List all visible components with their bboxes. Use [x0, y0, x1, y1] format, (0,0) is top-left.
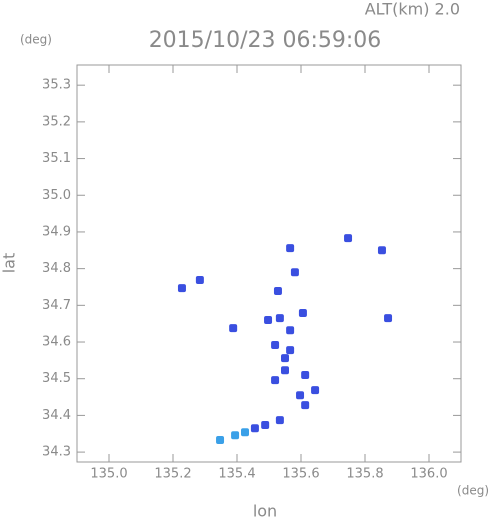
echo	[261, 420, 270, 429]
y-tick-label: 34.7	[42, 298, 71, 313]
echo	[344, 234, 353, 243]
echo	[281, 366, 289, 375]
y-tick-label: 34.5	[42, 371, 71, 386]
y-tick-label: 35.0	[42, 188, 71, 203]
echo	[286, 326, 295, 335]
y-axis-label: lat	[0, 253, 19, 274]
x-unit: (deg)	[457, 484, 489, 498]
echo	[273, 287, 282, 296]
echo	[275, 314, 284, 323]
echo	[177, 284, 186, 293]
y-tick-label: 35.2	[42, 114, 71, 129]
echo	[296, 391, 305, 400]
plot-frame	[76, 64, 462, 463]
echo	[377, 246, 386, 255]
y-tick-label: 34.8	[42, 261, 71, 276]
echo	[384, 314, 393, 323]
chart-title: 2015/10/23 06:59:06	[149, 28, 382, 53]
echo	[275, 416, 284, 425]
altitude-label: ALT(km) 2.0	[365, 0, 460, 19]
y-unit: (deg)	[20, 33, 52, 47]
echo	[216, 435, 225, 444]
y-tick-label: 35.3	[42, 78, 71, 93]
x-tick-label: 135.6	[282, 467, 319, 482]
echo	[286, 244, 295, 253]
echo	[264, 316, 273, 325]
echo	[298, 309, 307, 318]
echo	[271, 340, 280, 349]
echo	[290, 268, 299, 277]
echo	[301, 371, 310, 380]
x-tick-label: 135.0	[90, 467, 127, 482]
echo	[241, 428, 249, 437]
y-tick-label: 34.4	[42, 408, 71, 423]
echo	[286, 346, 295, 355]
y-tick-label: 35.1	[42, 151, 71, 166]
echo	[231, 431, 240, 440]
y-tick-label: 34.9	[42, 224, 71, 239]
echo	[195, 276, 204, 285]
echo	[301, 401, 310, 410]
x-tick-label: 135.8	[346, 467, 383, 482]
x-axis-label: lon	[253, 502, 277, 521]
echo	[271, 376, 280, 385]
y-tick-label: 34.3	[42, 445, 71, 460]
y-tick-label: 34.6	[42, 335, 71, 350]
x-tick-label: 136.0	[410, 467, 447, 482]
echo	[250, 424, 259, 433]
x-tick-label: 135.2	[154, 467, 191, 482]
x-tick-label: 135.4	[218, 467, 255, 482]
echo	[311, 386, 320, 395]
echo	[281, 354, 289, 363]
echo	[229, 324, 238, 333]
